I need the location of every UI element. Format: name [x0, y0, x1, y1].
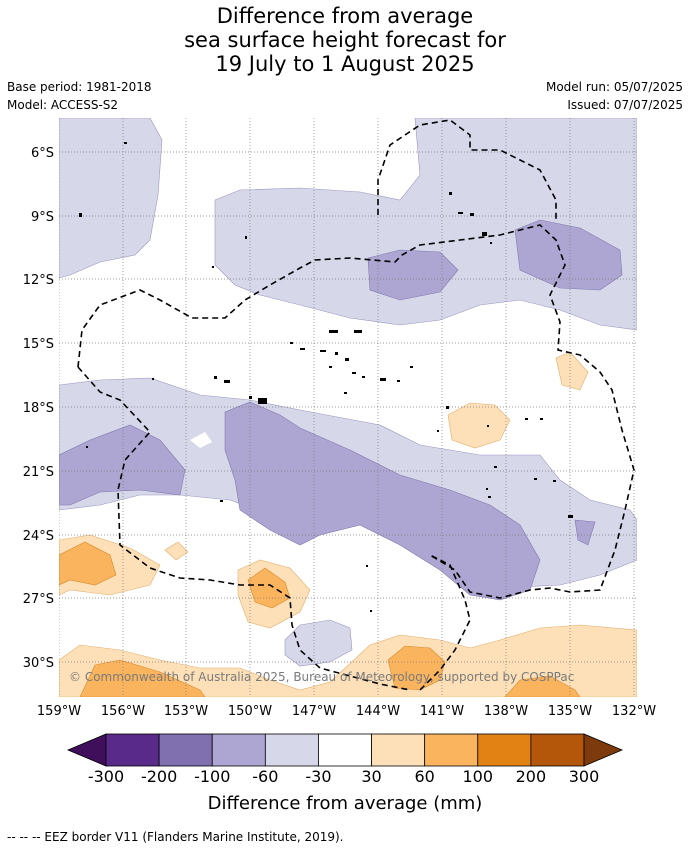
colorbar-tick-label: 100 [463, 767, 494, 786]
issued-date: Issued: 07/07/2025 [567, 98, 683, 112]
colorbar-cell [105, 733, 160, 767]
title-line-2: sea surface height forecast for [184, 28, 506, 52]
islands [79, 142, 573, 612]
map-area: © Commonwealth of Australia 2025, Bureau… [59, 118, 637, 697]
eez-border [77, 119, 635, 691]
colorbar: -300 -200 -100 -60 -30 30 60 100 200 300 Differen… [66, 733, 624, 814]
lat-label: 12°S [23, 273, 54, 288]
colorbar-cell [530, 733, 585, 767]
colorbar-tick-label: -100 [194, 767, 230, 786]
colorbar-cell [477, 733, 532, 767]
colorbar-cell [424, 733, 479, 767]
copyright: © Commonwealth of Australia 2025, Bureau… [69, 670, 574, 684]
colorbar-tick-label: -200 [141, 767, 177, 786]
meta-left: Base period: 1981-2018 Model: ACCESS-S2 [7, 78, 152, 114]
colorbar-tick-label: -30 [305, 767, 331, 786]
colorbar-tick-label: -60 [252, 767, 278, 786]
colorbar-tick-label: 300 [569, 767, 600, 786]
lon-label: 138°W [484, 704, 528, 719]
model-run: Model run: 05/07/2025 [545, 80, 683, 94]
colorbar-extend-low [66, 733, 107, 767]
colorbar-tick-label: 200 [516, 767, 547, 786]
base-period: Base period: 1981-2018 [7, 80, 152, 94]
lon-label: 150°W [228, 704, 272, 719]
lon-label: 147°W [292, 704, 336, 719]
title-line-1: Difference from average [216, 4, 474, 28]
colorbar-cell [371, 733, 426, 767]
colorbar-cell [318, 733, 372, 767]
colorbar-cell [211, 733, 266, 767]
colorbar-extend-high [583, 733, 624, 767]
colorbar-cell [158, 733, 213, 767]
colorbar-tick-labels: -300 -200 -100 -60 -30 30 60 100 200 300 [88, 767, 599, 786]
anomaly-medium-negative [59, 219, 623, 601]
colorbar-tick-label: 30 [361, 767, 381, 786]
map-title: Difference from average sea surface heig… [0, 4, 690, 76]
lon-label: 135°W [548, 704, 592, 719]
colorbar-cell [264, 733, 319, 767]
lat-label: 30°S [23, 656, 54, 671]
lat-label: 18°S [23, 401, 54, 416]
longitude-labels: 159°W 156°W 153°W 150°W 147°W 144°W 141°… [37, 704, 656, 719]
eez-legend: -- -- -- EEZ border V11 (Flanders Marine… [7, 830, 344, 844]
lon-label: 144°W [356, 704, 400, 719]
lat-label: 27°S [23, 592, 54, 607]
latitude-labels: 6°S 9°S 12°S 15°S 18°S 21°S 24°S 27°S 30… [23, 146, 54, 671]
colorbar-title: Difference from average (mm) [208, 793, 483, 814]
title-line-3: 19 July to 1 August 2025 [215, 52, 475, 76]
colorbar-tick-label: -300 [88, 767, 124, 786]
lat-label: 9°S [31, 210, 54, 225]
colorbar-tick-label: 60 [414, 767, 434, 786]
colorbar-cells [105, 733, 585, 767]
model-name: Model: ACCESS-S2 [7, 98, 119, 112]
meta-right: Model run: 05/07/2025 Issued: 07/07/2025 [546, 78, 683, 114]
lon-label: 156°W [101, 704, 145, 719]
lat-label: 15°S [23, 337, 54, 352]
lat-label: 24°S [23, 529, 54, 544]
lon-label: 153°W [164, 704, 208, 719]
lon-label: 132°W [612, 704, 656, 719]
lon-label: 159°W [37, 704, 81, 719]
lon-label: 141°W [420, 704, 464, 719]
lat-label: 6°S [31, 146, 54, 161]
lat-label: 21°S [23, 465, 54, 480]
